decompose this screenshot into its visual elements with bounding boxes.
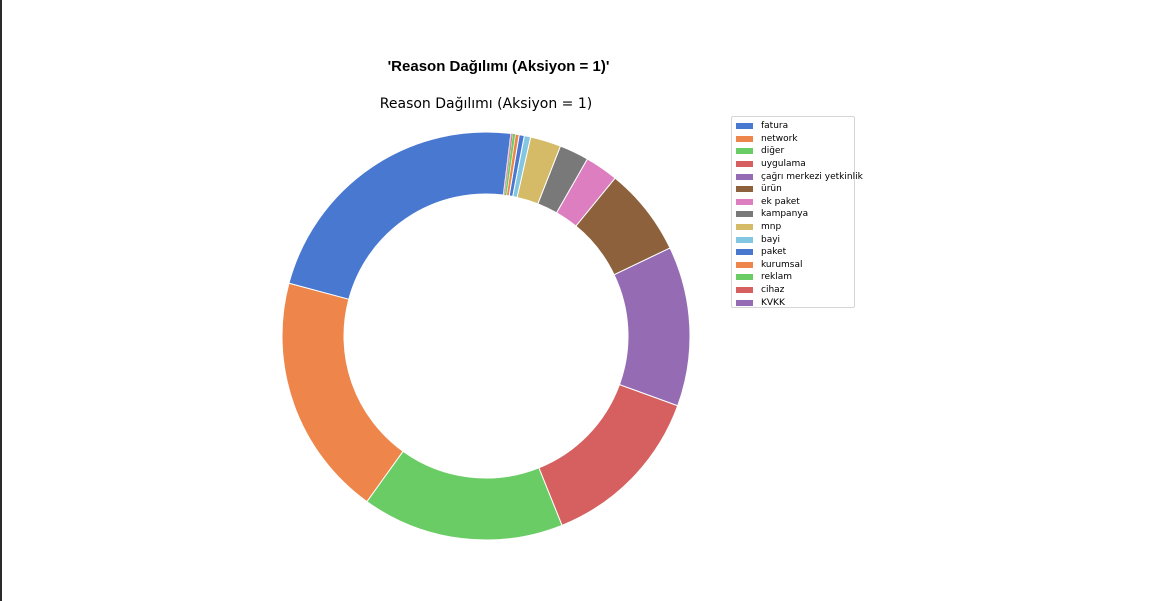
legend-swatch	[736, 123, 753, 130]
legend-swatch	[736, 198, 753, 205]
slice-fatura	[288, 131, 512, 300]
legend-item: kurumsal	[736, 259, 854, 272]
legend-item: mnp	[736, 221, 854, 234]
legend-item: network	[736, 133, 854, 146]
legend-item: reklam	[736, 271, 854, 284]
slice-KVKK	[503, 133, 512, 196]
legend-label: kampanya	[761, 209, 809, 220]
legend-item: bayi	[736, 233, 854, 246]
legend-label: diğer	[761, 146, 785, 157]
figure-suptitle: 'Reason Dağılımı (Aksiyon = 1)'	[387, 58, 610, 75]
legend-label: mnp	[761, 222, 782, 233]
legend-swatch	[736, 287, 753, 294]
legend-item: kampanya	[736, 208, 854, 221]
legend-item: uygulama	[736, 158, 854, 171]
legend-label: fatura	[761, 121, 789, 132]
legend-label: kurumsal	[761, 259, 803, 270]
legend-swatch	[736, 135, 753, 142]
slice-uygulama	[538, 383, 679, 526]
legend-swatch	[736, 211, 753, 218]
legend-swatch	[736, 299, 753, 306]
legend-label: KVKK	[761, 297, 785, 308]
legend-label: ek paket	[761, 196, 800, 207]
legend-swatch	[736, 186, 753, 193]
legend-swatch	[736, 261, 753, 268]
legend-item: fatura	[736, 120, 854, 133]
legend-swatch	[736, 236, 753, 243]
legend-label: paket	[761, 247, 787, 258]
legend-swatch	[736, 148, 753, 155]
legend-label: uygulama	[761, 159, 806, 170]
legend-label: ürün	[761, 184, 782, 195]
legend-item: çağrı merkezi yetkinlik	[736, 170, 863, 183]
legend-swatch	[736, 161, 753, 168]
legend-label: cihaz	[761, 285, 785, 296]
legend-label: çağrı merkezi yetkinlik	[761, 171, 863, 182]
legend-label: reklam	[761, 272, 793, 283]
slice-diğer	[366, 450, 563, 541]
legend-item: KVKK	[736, 296, 854, 309]
slice-network	[281, 282, 404, 503]
legend-swatch	[736, 173, 753, 180]
legend-swatch	[736, 274, 753, 281]
slice-çağrı-merkezi-yetkinlik	[613, 247, 691, 407]
legend-label: bayi	[761, 234, 781, 245]
legend-item: diğer	[736, 145, 854, 158]
legend-swatch	[736, 224, 753, 231]
legend-item: ürün	[736, 183, 854, 196]
legend-label: network	[761, 133, 798, 144]
legend-item: ek paket	[736, 196, 854, 209]
chart-title: Reason Dağılımı (Aksiyon = 1)	[380, 96, 592, 112]
donut-slices	[281, 131, 691, 541]
chart-legend: fatura network diğer uygulama çağrı merkezi …	[731, 116, 863, 309]
legend-swatch	[736, 249, 753, 256]
legend-item: cihaz	[736, 284, 854, 297]
legend-item: paket	[736, 246, 854, 259]
